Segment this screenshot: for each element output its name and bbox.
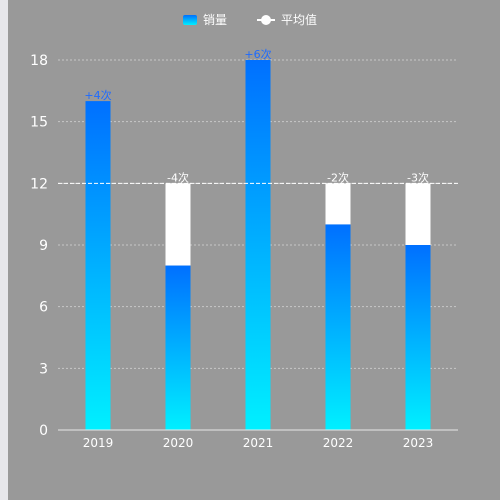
bar: [245, 60, 271, 430]
legend-label-average: 平均值: [281, 13, 318, 27]
y-tick-label: 6: [39, 300, 48, 316]
x-tick-label: 2020: [163, 436, 194, 450]
x-tick-label: 2021: [243, 436, 274, 450]
y-tick-label: 15: [30, 115, 48, 131]
legend-item-sales[interactable]: 销量: [182, 11, 227, 28]
x-tick-label: 2023: [403, 436, 434, 450]
legend-item-average[interactable]: 平均值: [257, 11, 317, 28]
y-tick-label: 9: [39, 238, 48, 254]
y-tick-label: 3: [39, 361, 48, 377]
legend-label-sales: 销量: [202, 13, 227, 27]
chart-legend: 销量 平均值: [0, 11, 500, 28]
x-tick-label: 2022: [323, 436, 354, 450]
bar: [165, 265, 191, 430]
bar: [325, 224, 351, 430]
legend-bar-swatch-icon: [182, 14, 197, 25]
diff-label: -3次: [407, 170, 429, 184]
y-tick-label: 18: [30, 53, 48, 69]
y-tick-label: 12: [30, 176, 48, 192]
average-gap-bar: [325, 183, 351, 225]
bar: [405, 245, 431, 430]
diff-label: -4次: [167, 170, 189, 184]
data-labels: +4次 -4次 +6次 -2次 -3次: [84, 47, 429, 184]
bars: [85, 60, 431, 430]
average-gap-bar: [405, 183, 431, 245]
axes: 0 3 6 9 12 15 18 2019 2020 2021 2022 2023: [30, 53, 458, 450]
diff-label: -2次: [327, 170, 349, 184]
y-tick-label: 0: [39, 423, 48, 439]
x-tick-label: 2019: [83, 436, 114, 450]
legend-line-marker-icon: [257, 14, 275, 25]
bar: [85, 101, 111, 430]
diff-label: +4次: [84, 88, 111, 102]
average-gap-bar: [165, 183, 191, 266]
diff-label: +6次: [244, 47, 271, 61]
